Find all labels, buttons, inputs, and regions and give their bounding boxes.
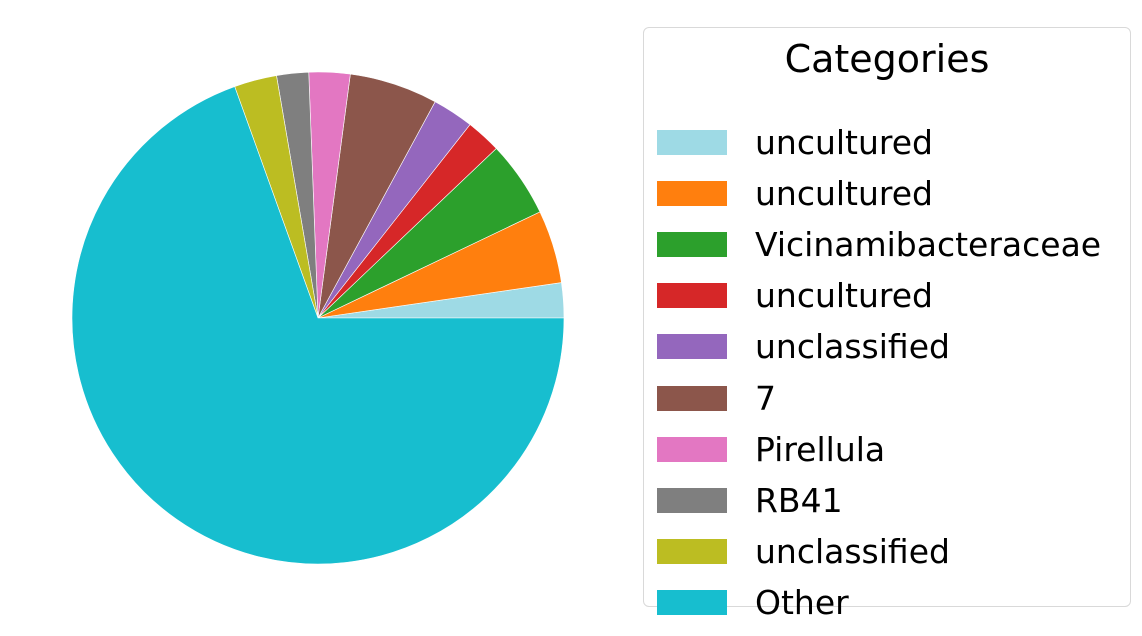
legend-label: Other xyxy=(755,583,849,623)
legend-label: RB41 xyxy=(755,480,843,520)
legend-label: Vicinamibacteraceae xyxy=(755,224,1102,264)
legend-item: unclassified xyxy=(657,532,950,572)
legend-swatch xyxy=(657,385,727,411)
legend-swatch xyxy=(657,231,727,257)
legend-item: Other xyxy=(657,583,849,623)
legend-label: 7 xyxy=(755,378,776,418)
pie-slices xyxy=(71,71,565,565)
legend-swatch xyxy=(657,539,727,565)
legend-item: Pirellula xyxy=(657,429,885,469)
legend-label: uncultured xyxy=(755,122,934,162)
legend: Categories uncultured uncultured Vicinamib… xyxy=(643,27,1131,622)
legend-item: Vicinamibacteraceae xyxy=(657,224,1101,264)
legend-swatch xyxy=(657,283,727,309)
legend-swatch xyxy=(657,590,727,616)
legend-label: uncultured xyxy=(755,173,934,213)
pie-chart xyxy=(71,71,565,565)
legend-item: 7 xyxy=(657,378,776,418)
pie-slice-10 xyxy=(71,86,565,565)
legend-swatch xyxy=(657,180,727,206)
legend-label: uncultured xyxy=(755,276,934,316)
legend-label: Pirellula xyxy=(755,429,886,469)
legend-item: uncultured xyxy=(657,276,933,316)
legend-label: unclassified xyxy=(755,532,950,572)
legend-title: Categories xyxy=(784,37,990,81)
legend-swatch xyxy=(657,436,727,462)
legend-label: unclassified xyxy=(755,327,950,367)
legend-item: RB41 xyxy=(657,480,843,520)
legend-item: uncultured xyxy=(657,122,933,162)
legend-swatch xyxy=(657,129,727,155)
legend-swatch xyxy=(657,334,727,360)
legend-swatch xyxy=(657,487,727,513)
legend-item: unclassified xyxy=(657,327,950,367)
legend-item: uncultured xyxy=(657,173,933,213)
